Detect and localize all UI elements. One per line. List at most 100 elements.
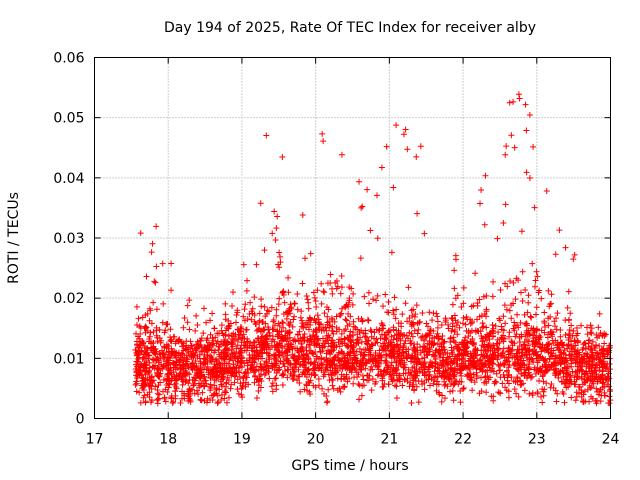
data-point — [238, 352, 245, 359]
data-point — [319, 324, 326, 331]
data-point — [479, 360, 486, 367]
data-point — [226, 332, 233, 339]
data-point — [358, 366, 365, 373]
data-point — [256, 382, 263, 389]
data-point — [175, 349, 182, 356]
data-point — [349, 336, 356, 343]
data-point — [145, 355, 152, 362]
data-point — [311, 294, 318, 301]
data-point — [362, 365, 369, 372]
data-point — [516, 342, 523, 349]
data-point — [573, 393, 580, 400]
data-point — [187, 398, 194, 405]
data-point — [536, 377, 543, 384]
y-tick-label: 0.03 — [53, 231, 84, 247]
data-point — [488, 393, 495, 400]
data-point — [390, 344, 397, 351]
data-point — [577, 358, 584, 365]
data-point — [172, 388, 179, 395]
data-point — [195, 391, 202, 398]
data-point — [153, 332, 160, 339]
data-point — [421, 386, 428, 393]
data-point — [469, 319, 476, 326]
data-point — [453, 256, 460, 263]
data-point — [280, 288, 287, 295]
data-point — [141, 368, 148, 375]
data-point — [301, 386, 308, 393]
data-point — [540, 392, 547, 399]
data-point — [314, 312, 321, 319]
data-point — [407, 337, 414, 344]
data-point — [133, 388, 140, 395]
data-point — [326, 362, 333, 369]
data-point — [196, 351, 203, 358]
data-point — [599, 332, 606, 339]
data-point — [289, 323, 296, 330]
data-point — [587, 346, 594, 353]
data-point — [558, 360, 565, 367]
data-point — [151, 278, 158, 285]
data-point — [246, 351, 253, 358]
data-point — [359, 372, 366, 379]
data-point — [582, 359, 589, 366]
data-point — [390, 311, 397, 318]
data-point — [441, 378, 448, 385]
data-point — [461, 364, 468, 371]
data-point — [361, 382, 368, 389]
data-point — [153, 223, 160, 230]
data-point — [137, 339, 144, 346]
data-point — [366, 345, 373, 352]
data-point — [393, 364, 400, 371]
data-point — [405, 351, 412, 358]
data-point — [505, 364, 512, 371]
data-point — [508, 132, 515, 139]
data-point — [559, 367, 566, 374]
data-point — [377, 368, 384, 375]
data-point — [390, 307, 397, 314]
data-point — [409, 312, 416, 319]
data-point — [271, 208, 278, 215]
data-point — [520, 341, 527, 348]
data-point — [329, 316, 336, 323]
data-point — [172, 395, 179, 402]
data-point — [358, 357, 365, 364]
data-point — [356, 345, 363, 352]
data-point — [486, 357, 493, 364]
data-point — [209, 335, 216, 342]
data-point — [133, 303, 140, 310]
data-point — [606, 342, 613, 349]
data-point — [530, 358, 537, 365]
data-point — [496, 339, 503, 346]
data-point — [574, 347, 581, 354]
data-point — [249, 366, 256, 373]
data-point — [483, 306, 490, 313]
data-point — [347, 350, 354, 357]
data-point — [525, 338, 532, 345]
data-point — [517, 381, 524, 388]
data-point — [500, 313, 507, 320]
data-point — [244, 366, 251, 373]
data-point — [518, 228, 525, 235]
data-point — [538, 348, 545, 355]
data-point — [394, 341, 401, 348]
data-point — [266, 356, 273, 363]
data-point — [257, 353, 264, 360]
data-point — [200, 330, 207, 337]
data-point — [535, 368, 542, 375]
data-point — [350, 380, 357, 387]
data-point — [148, 374, 155, 381]
data-point — [537, 341, 544, 348]
data-point — [287, 340, 294, 347]
data-point — [233, 369, 240, 376]
axis-ticks — [94, 57, 611, 419]
data-point — [498, 323, 505, 330]
data-point — [207, 331, 214, 338]
data-point — [372, 352, 379, 359]
data-point — [189, 361, 196, 368]
data-point — [460, 384, 467, 391]
data-point — [489, 351, 496, 358]
data-point — [312, 297, 319, 304]
data-point — [514, 353, 521, 360]
data-point — [302, 364, 309, 371]
data-point — [406, 383, 413, 390]
